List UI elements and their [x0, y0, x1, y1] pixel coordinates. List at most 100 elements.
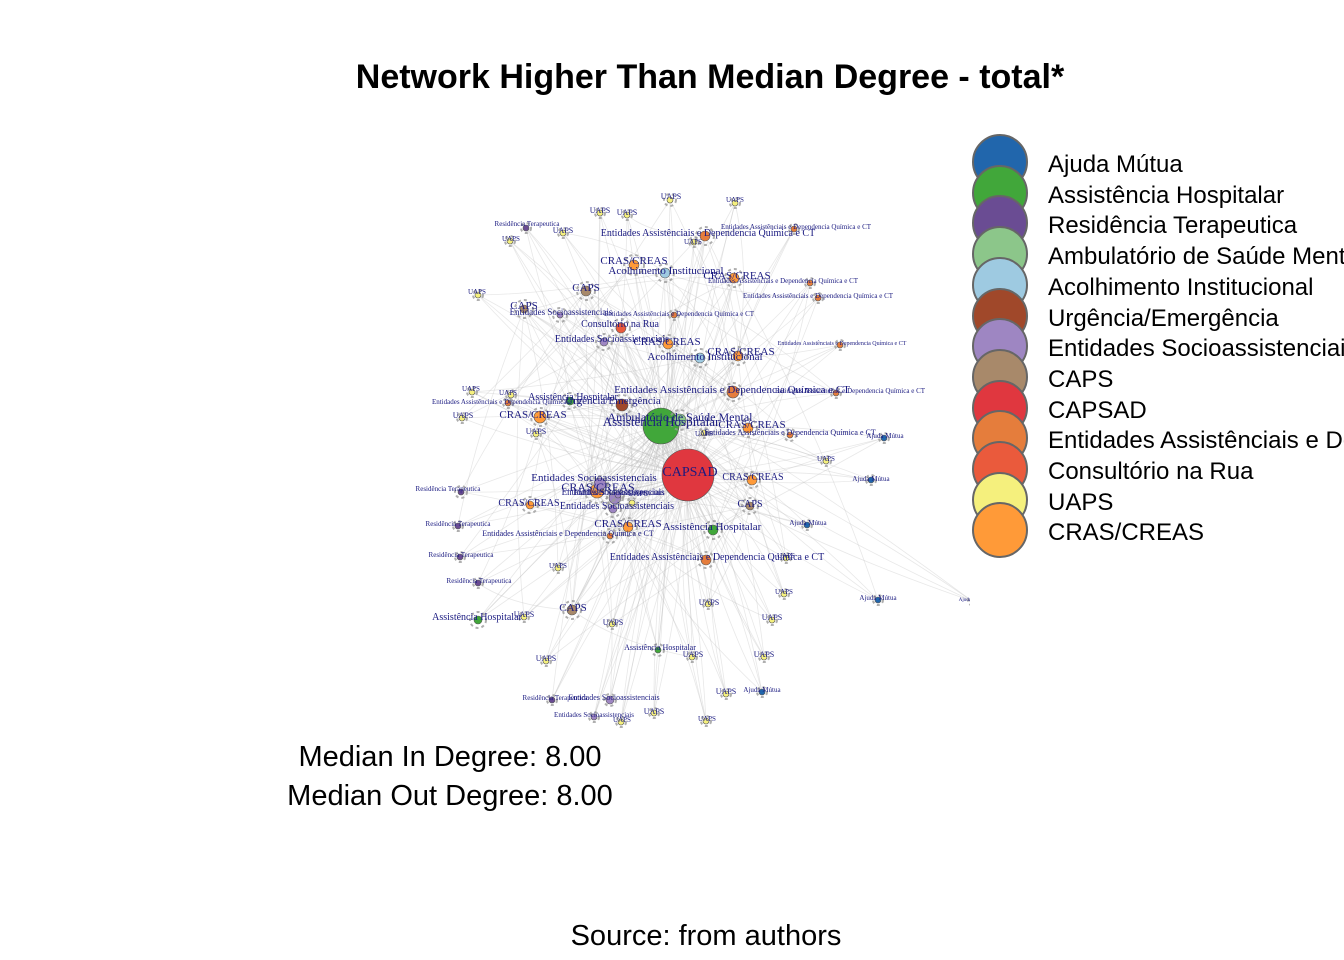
- network-edge: [657, 425, 667, 651]
- network-edge: [510, 264, 635, 396]
- node-halo: [655, 263, 675, 283]
- network-edge: [593, 391, 734, 718]
- node-label: Assistência Hospitalar: [663, 521, 762, 533]
- network-edge: [660, 425, 693, 658]
- network-edge: [523, 474, 689, 618]
- network-edge: [460, 474, 689, 493]
- node-label: Residência Terapeutica: [523, 694, 589, 702]
- node-halo: [720, 688, 732, 700]
- network-node: [458, 414, 466, 422]
- network-edge: [627, 526, 727, 695]
- network-edge: [737, 228, 795, 357]
- network-node: [731, 199, 739, 207]
- network-edge: [539, 416, 751, 507]
- node-label: UAPS: [526, 427, 546, 436]
- network-edge: [551, 357, 701, 701]
- network-node: [615, 398, 629, 412]
- network-edge: [562, 232, 666, 274]
- network-edge: [525, 227, 623, 406]
- network-edge: [653, 474, 689, 714]
- network-edge: [571, 505, 751, 611]
- network-node: [780, 590, 788, 598]
- network-edge: [609, 235, 706, 701]
- node-halo: [686, 651, 698, 663]
- network-node: [742, 422, 754, 434]
- network-edge: [683, 241, 695, 476]
- node-halo: [621, 209, 633, 221]
- node-halo: [788, 223, 800, 235]
- node-halo: [518, 611, 530, 623]
- network-node: [673, 413, 687, 427]
- node-halo: [604, 500, 622, 518]
- network-node: [506, 237, 514, 245]
- network-edge: [737, 355, 787, 559]
- network-node: [474, 291, 482, 299]
- legend-swatch: [972, 502, 1028, 559]
- node-label: UAPS: [603, 618, 623, 627]
- node-halo: [505, 389, 517, 401]
- legend-item: UAPS: [972, 471, 1344, 528]
- node-label: UAPS: [468, 288, 486, 296]
- network-edge: [596, 490, 763, 693]
- node-halo: [690, 348, 710, 368]
- network-edge: [626, 214, 689, 476]
- network-edge: [710, 529, 727, 695]
- network-edge: [620, 425, 662, 723]
- legend-label: Acolhimento Institucional: [1048, 273, 1314, 301]
- node-halo: [454, 551, 466, 563]
- node-label: Consultório na Rua: [581, 319, 659, 330]
- node-label: CRAS/CREAS: [594, 518, 661, 530]
- network-edge: [660, 425, 773, 621]
- node-halo: [801, 519, 813, 531]
- network-edge: [459, 425, 662, 558]
- node-halo: [562, 600, 582, 620]
- network-edge: [471, 391, 601, 485]
- node-label: UAPS: [762, 613, 782, 622]
- network-edge: [539, 416, 693, 658]
- network-edge: [686, 474, 707, 722]
- network-edge: [660, 425, 827, 462]
- legend-item: Entidades Socioassistenciais: [972, 318, 1344, 375]
- network-edge: [704, 235, 787, 559]
- network-edge: [593, 425, 662, 718]
- network-edge: [699, 344, 841, 360]
- node-halo: [520, 222, 532, 234]
- node-halo: [552, 562, 564, 574]
- legend-item: Consultório na Rua: [972, 441, 1344, 497]
- network-node: [822, 457, 830, 465]
- node-label: Urgência/Emergência: [565, 395, 661, 407]
- network-edge: [510, 264, 635, 396]
- network-edge: [599, 212, 689, 476]
- network-edge: [509, 240, 753, 481]
- legend-item: Acolhimento Institucional: [972, 256, 1344, 313]
- network-node: [532, 430, 540, 438]
- legend-label: UAPS: [1048, 488, 1114, 516]
- node-halo: [591, 475, 609, 493]
- network-edge: [477, 294, 689, 476]
- network-edge: [733, 277, 879, 601]
- network-edge: [471, 357, 701, 393]
- node-halo: [648, 707, 660, 719]
- network-edge: [660, 425, 872, 481]
- network-edge: [660, 277, 735, 427]
- legend-label: CAPS: [1048, 365, 1114, 393]
- node-label: CAPSAD: [662, 465, 717, 480]
- legend-label: Ajuda Mútua: [1048, 151, 1183, 178]
- network-edge: [459, 474, 689, 558]
- network-node: [548, 696, 556, 704]
- node-label: Ajuda Mútua: [959, 598, 970, 603]
- legend-label: CRAS/CREAS: [1048, 519, 1205, 547]
- node-label: UAPS: [726, 196, 744, 204]
- node-label: CRAS/CREAS: [499, 409, 566, 421]
- median-in-degree: Median In Degree: 8.00: [298, 741, 602, 773]
- node-label: CAPS: [737, 499, 762, 510]
- node-label: Residência Terapeutica: [429, 551, 495, 559]
- node-label: UAPS: [628, 489, 648, 498]
- node-halo: [546, 694, 558, 706]
- network-edge: [551, 425, 662, 701]
- node-label: Assistência Hospitalar: [624, 643, 696, 652]
- node-label: UAPS: [683, 650, 703, 659]
- node-halo: [469, 611, 487, 629]
- node-halo: [611, 318, 631, 338]
- network-edge: [621, 404, 633, 528]
